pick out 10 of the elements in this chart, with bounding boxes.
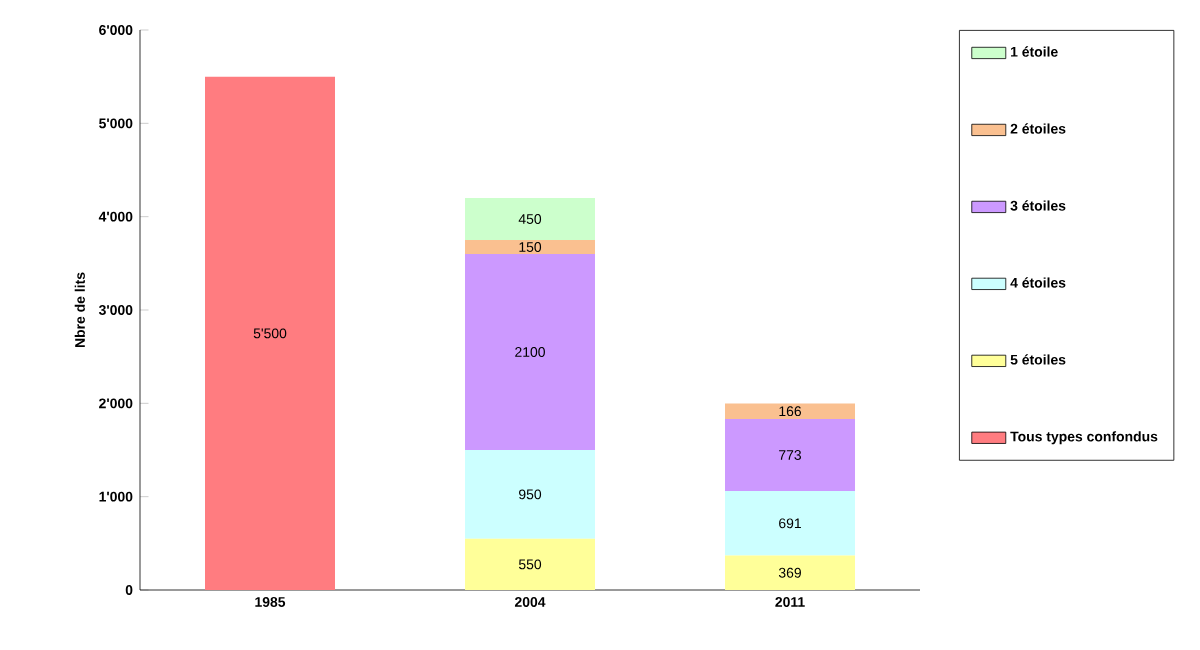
bar [725,418,856,492]
bar [465,254,595,450]
bar [725,555,856,590]
bar [465,198,595,240]
bar [725,491,856,556]
bar [205,76,335,590]
bar [725,403,856,419]
bar [465,450,595,539]
bar [465,538,595,590]
bar [465,240,595,254]
